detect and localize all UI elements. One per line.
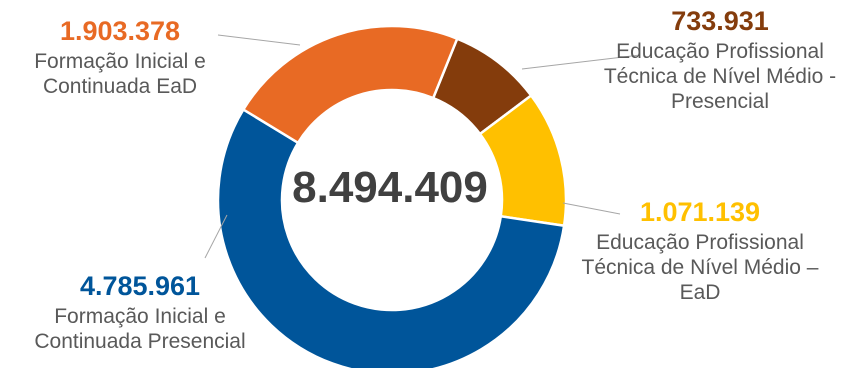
slice-category-3: Formação Inicial e Continuada EaD xyxy=(34,49,206,98)
slice-category-0: Educação Profissional Técnica de Nível M… xyxy=(603,39,837,114)
slice-value-3: 1.903.378 xyxy=(59,16,181,46)
slice-value-2: 4.785.961 xyxy=(79,271,201,301)
leader-line-0 xyxy=(521,54,641,70)
leader-line-3 xyxy=(217,34,301,46)
total-value: 8.494.409 xyxy=(292,163,488,212)
slice-label-2: 4.785.961 Formação Inicial e Continuada … xyxy=(0,270,280,354)
slice-category-2: Formação Inicial e Continuada Presencial xyxy=(34,304,246,353)
slice-value-0: 733.931 xyxy=(671,6,769,36)
leader-line-2 xyxy=(204,214,228,259)
slice-value-1: 1.071.139 xyxy=(639,197,761,227)
slice-label-1: 1.071.139 Educação Profissional Técnica … xyxy=(550,196,850,305)
donut-slice-2 xyxy=(216,107,566,368)
slice-label-3: 1.903.378 Formação Inicial e Continuada … xyxy=(0,15,240,99)
slice-label-0: 733.931 Educação Profissional Técnica de… xyxy=(580,5,858,114)
donut-slice-3 xyxy=(241,24,459,145)
slice-category-1: Educação Profissional Técnica de Nível M… xyxy=(581,230,819,305)
leader-line-1 xyxy=(562,202,621,215)
